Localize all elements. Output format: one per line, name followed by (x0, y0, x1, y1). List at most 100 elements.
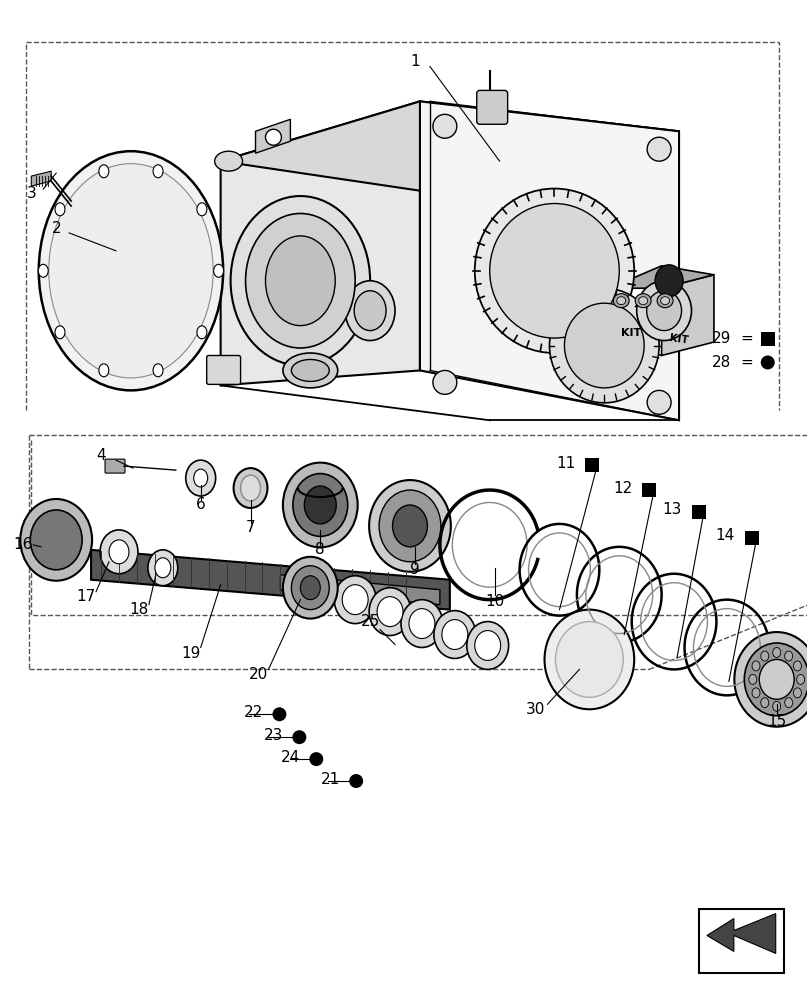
Ellipse shape (266, 236, 335, 326)
Text: 29: 29 (712, 331, 731, 346)
Ellipse shape (772, 701, 781, 711)
Ellipse shape (613, 294, 629, 308)
Ellipse shape (305, 486, 336, 524)
Ellipse shape (345, 281, 395, 341)
Ellipse shape (475, 631, 501, 660)
Ellipse shape (761, 698, 768, 708)
Ellipse shape (292, 474, 347, 536)
Text: 9: 9 (410, 562, 420, 577)
Polygon shape (420, 101, 679, 420)
Text: 3: 3 (27, 186, 36, 201)
Ellipse shape (760, 659, 794, 699)
Ellipse shape (555, 622, 623, 697)
Ellipse shape (99, 364, 109, 377)
Circle shape (647, 137, 671, 161)
Circle shape (761, 355, 775, 369)
Ellipse shape (197, 203, 207, 216)
Circle shape (272, 707, 286, 721)
Ellipse shape (638, 297, 648, 305)
Ellipse shape (55, 203, 65, 216)
Polygon shape (255, 119, 290, 153)
Ellipse shape (637, 281, 692, 341)
Ellipse shape (475, 189, 634, 353)
Ellipse shape (343, 585, 368, 615)
Text: 12: 12 (613, 481, 632, 496)
Ellipse shape (155, 558, 170, 578)
Ellipse shape (565, 303, 644, 388)
Text: 15: 15 (767, 714, 786, 729)
Ellipse shape (785, 698, 793, 708)
Ellipse shape (354, 291, 386, 331)
Ellipse shape (661, 297, 670, 305)
Bar (761, 332, 775, 346)
Ellipse shape (744, 643, 808, 716)
Ellipse shape (283, 463, 358, 547)
Ellipse shape (752, 661, 760, 671)
Ellipse shape (655, 265, 683, 297)
Ellipse shape (197, 326, 207, 339)
Text: 7: 7 (246, 520, 255, 535)
Ellipse shape (215, 151, 242, 171)
Text: 4: 4 (96, 448, 106, 463)
Ellipse shape (379, 490, 441, 562)
Ellipse shape (761, 651, 768, 661)
Ellipse shape (617, 297, 625, 305)
Text: 13: 13 (663, 502, 682, 517)
Ellipse shape (283, 353, 338, 388)
Ellipse shape (549, 288, 659, 403)
Text: KIT: KIT (621, 328, 642, 338)
Ellipse shape (153, 165, 163, 178)
Polygon shape (609, 288, 662, 355)
Circle shape (433, 114, 457, 138)
Ellipse shape (369, 588, 411, 636)
Text: 11: 11 (556, 456, 575, 471)
Ellipse shape (194, 469, 208, 487)
Ellipse shape (734, 632, 808, 727)
Text: 18: 18 (129, 602, 149, 617)
Text: 23: 23 (264, 728, 284, 743)
Ellipse shape (797, 674, 805, 684)
Ellipse shape (369, 480, 451, 572)
Text: KIT: KIT (669, 333, 689, 346)
Ellipse shape (467, 622, 509, 669)
Ellipse shape (409, 609, 435, 639)
Ellipse shape (442, 620, 468, 649)
Ellipse shape (109, 540, 129, 564)
Circle shape (292, 730, 306, 744)
Text: 30: 30 (526, 702, 545, 717)
Text: =: = (741, 355, 754, 370)
Ellipse shape (301, 576, 320, 600)
Text: 6: 6 (196, 497, 205, 512)
Ellipse shape (292, 566, 329, 610)
Polygon shape (221, 101, 420, 385)
Text: 10: 10 (485, 594, 504, 609)
Text: 25: 25 (360, 614, 380, 629)
Text: 20: 20 (249, 667, 268, 682)
Ellipse shape (785, 651, 793, 661)
Ellipse shape (100, 530, 138, 574)
Polygon shape (662, 275, 714, 355)
Bar (585, 458, 600, 472)
Ellipse shape (283, 557, 338, 619)
Text: 24: 24 (281, 750, 301, 765)
Ellipse shape (99, 165, 109, 178)
Text: 14: 14 (716, 528, 734, 543)
Ellipse shape (393, 505, 427, 547)
Ellipse shape (55, 326, 65, 339)
Text: 17: 17 (77, 589, 95, 604)
Circle shape (433, 370, 457, 394)
Polygon shape (32, 171, 51, 186)
Ellipse shape (657, 294, 673, 308)
FancyBboxPatch shape (477, 90, 507, 124)
FancyBboxPatch shape (105, 459, 125, 473)
Ellipse shape (793, 661, 802, 671)
Polygon shape (609, 266, 714, 288)
Ellipse shape (246, 213, 356, 348)
Ellipse shape (39, 151, 223, 390)
Ellipse shape (646, 291, 681, 331)
Ellipse shape (48, 164, 213, 378)
Ellipse shape (230, 196, 370, 365)
Polygon shape (707, 914, 776, 953)
Text: 1: 1 (410, 54, 420, 69)
Text: 2: 2 (52, 221, 61, 236)
